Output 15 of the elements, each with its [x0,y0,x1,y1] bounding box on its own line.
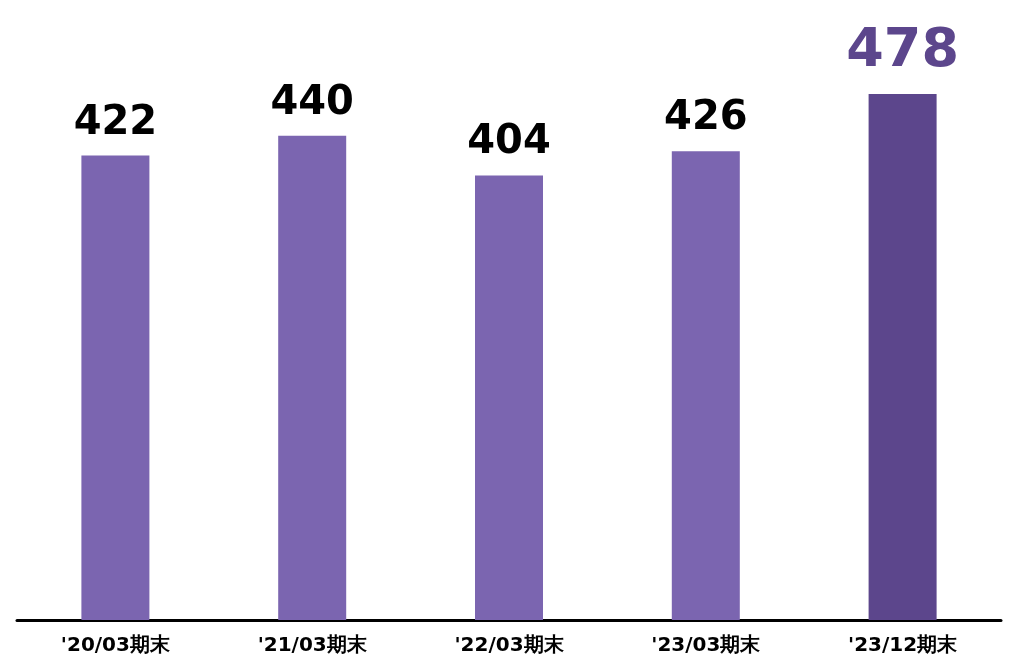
bar [868,94,937,620]
x-tick-label: '22/03期末 [454,632,565,656]
data-label: 426 [664,92,748,139]
data-label: 404 [467,116,551,163]
bar [278,135,347,620]
data-label: 478 [846,15,959,79]
bar [475,175,543,620]
bar [81,155,150,620]
x-tick-label: '23/03期末 [651,632,762,656]
bar [671,151,740,620]
x-tick-label: '23/12期末 [848,632,959,656]
data-label: 440 [270,76,354,123]
x-tick-label: '20/03期末 [60,632,171,656]
data-label: 422 [73,96,158,143]
x-tick-label: '21/03期末 [257,632,368,656]
